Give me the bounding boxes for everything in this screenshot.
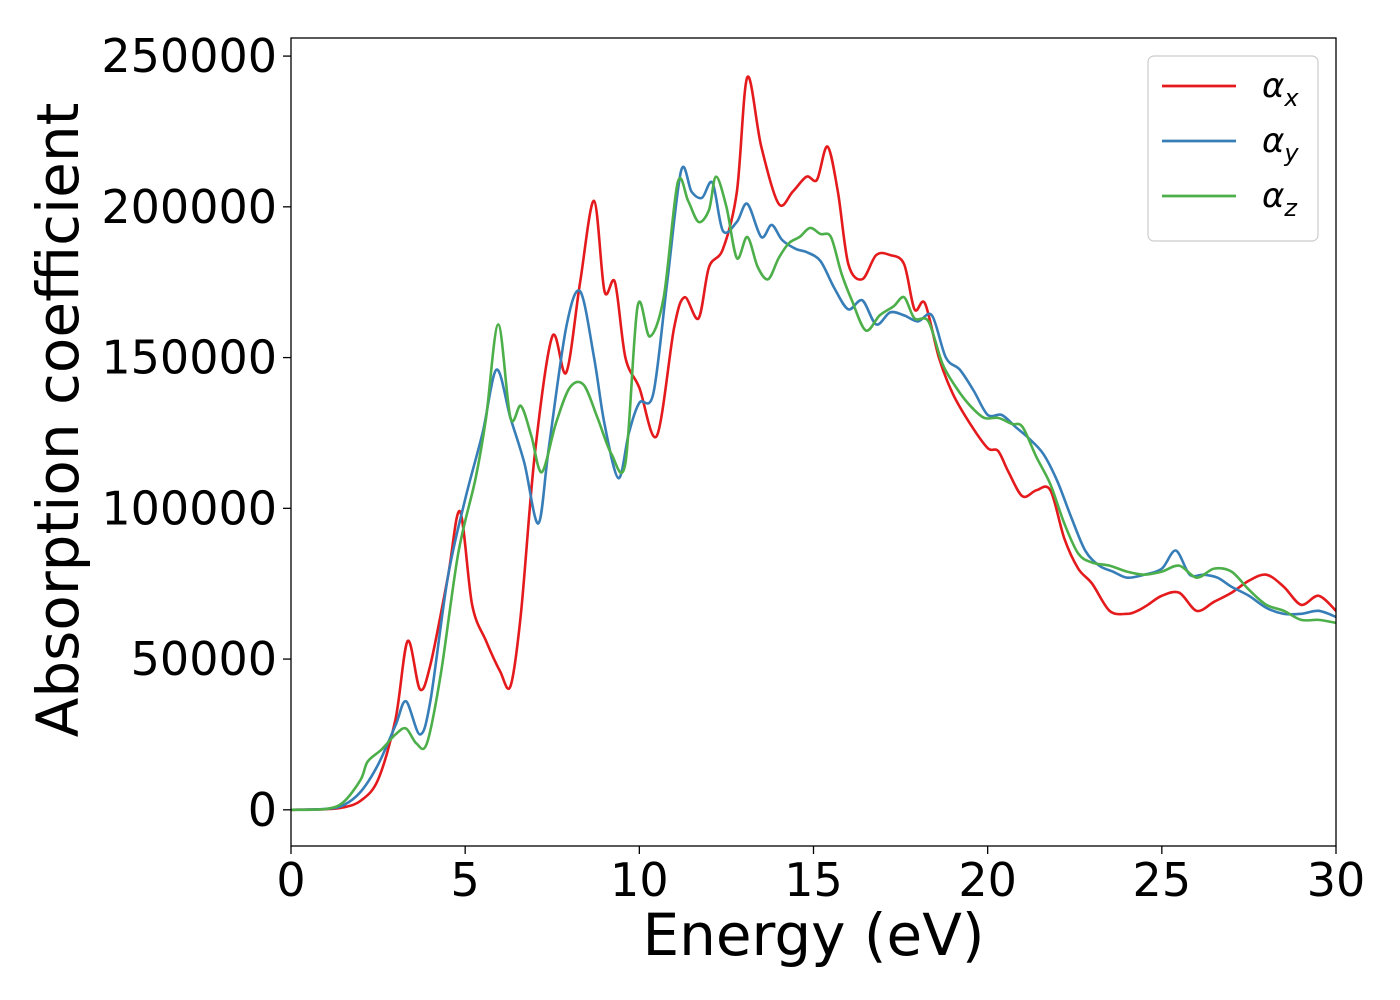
series-line-x xyxy=(291,75,1336,812)
series-layer xyxy=(291,75,1336,812)
y-tick-label: 50000 xyxy=(131,632,277,686)
y-axis: 0 50000 100000 150000 200000 250000 xyxy=(101,29,291,837)
y-tick-label: 0 xyxy=(248,783,277,837)
x-axis: 0 5 10 15 20 25 30 xyxy=(276,846,1365,907)
x-tick-label: 20 xyxy=(958,853,1017,907)
legend: αx αy αz xyxy=(1147,55,1319,242)
y-tick-label: 150000 xyxy=(101,331,277,385)
y-tick-label: 200000 xyxy=(101,180,277,234)
series-line-y xyxy=(291,165,1336,812)
legend-label-x: αx xyxy=(1262,66,1299,112)
x-tick-label: 0 xyxy=(276,853,305,907)
y-tick-label: 100000 xyxy=(101,481,277,535)
x-tick-label: 25 xyxy=(1133,853,1192,907)
x-tick-label: 5 xyxy=(451,853,480,907)
legend-label-y: αy xyxy=(1262,121,1299,167)
x-tick-label: 15 xyxy=(784,853,843,907)
y-tick-label: 250000 xyxy=(101,29,277,83)
x-tick-label: 10 xyxy=(610,853,669,907)
x-axis-title: Energy (eV) xyxy=(642,901,984,969)
series-line-z xyxy=(291,175,1336,812)
y-axis-title: Absorption coefficient xyxy=(24,103,92,738)
legend-label-z: αz xyxy=(1262,176,1298,222)
x-tick-label: 30 xyxy=(1307,853,1366,907)
